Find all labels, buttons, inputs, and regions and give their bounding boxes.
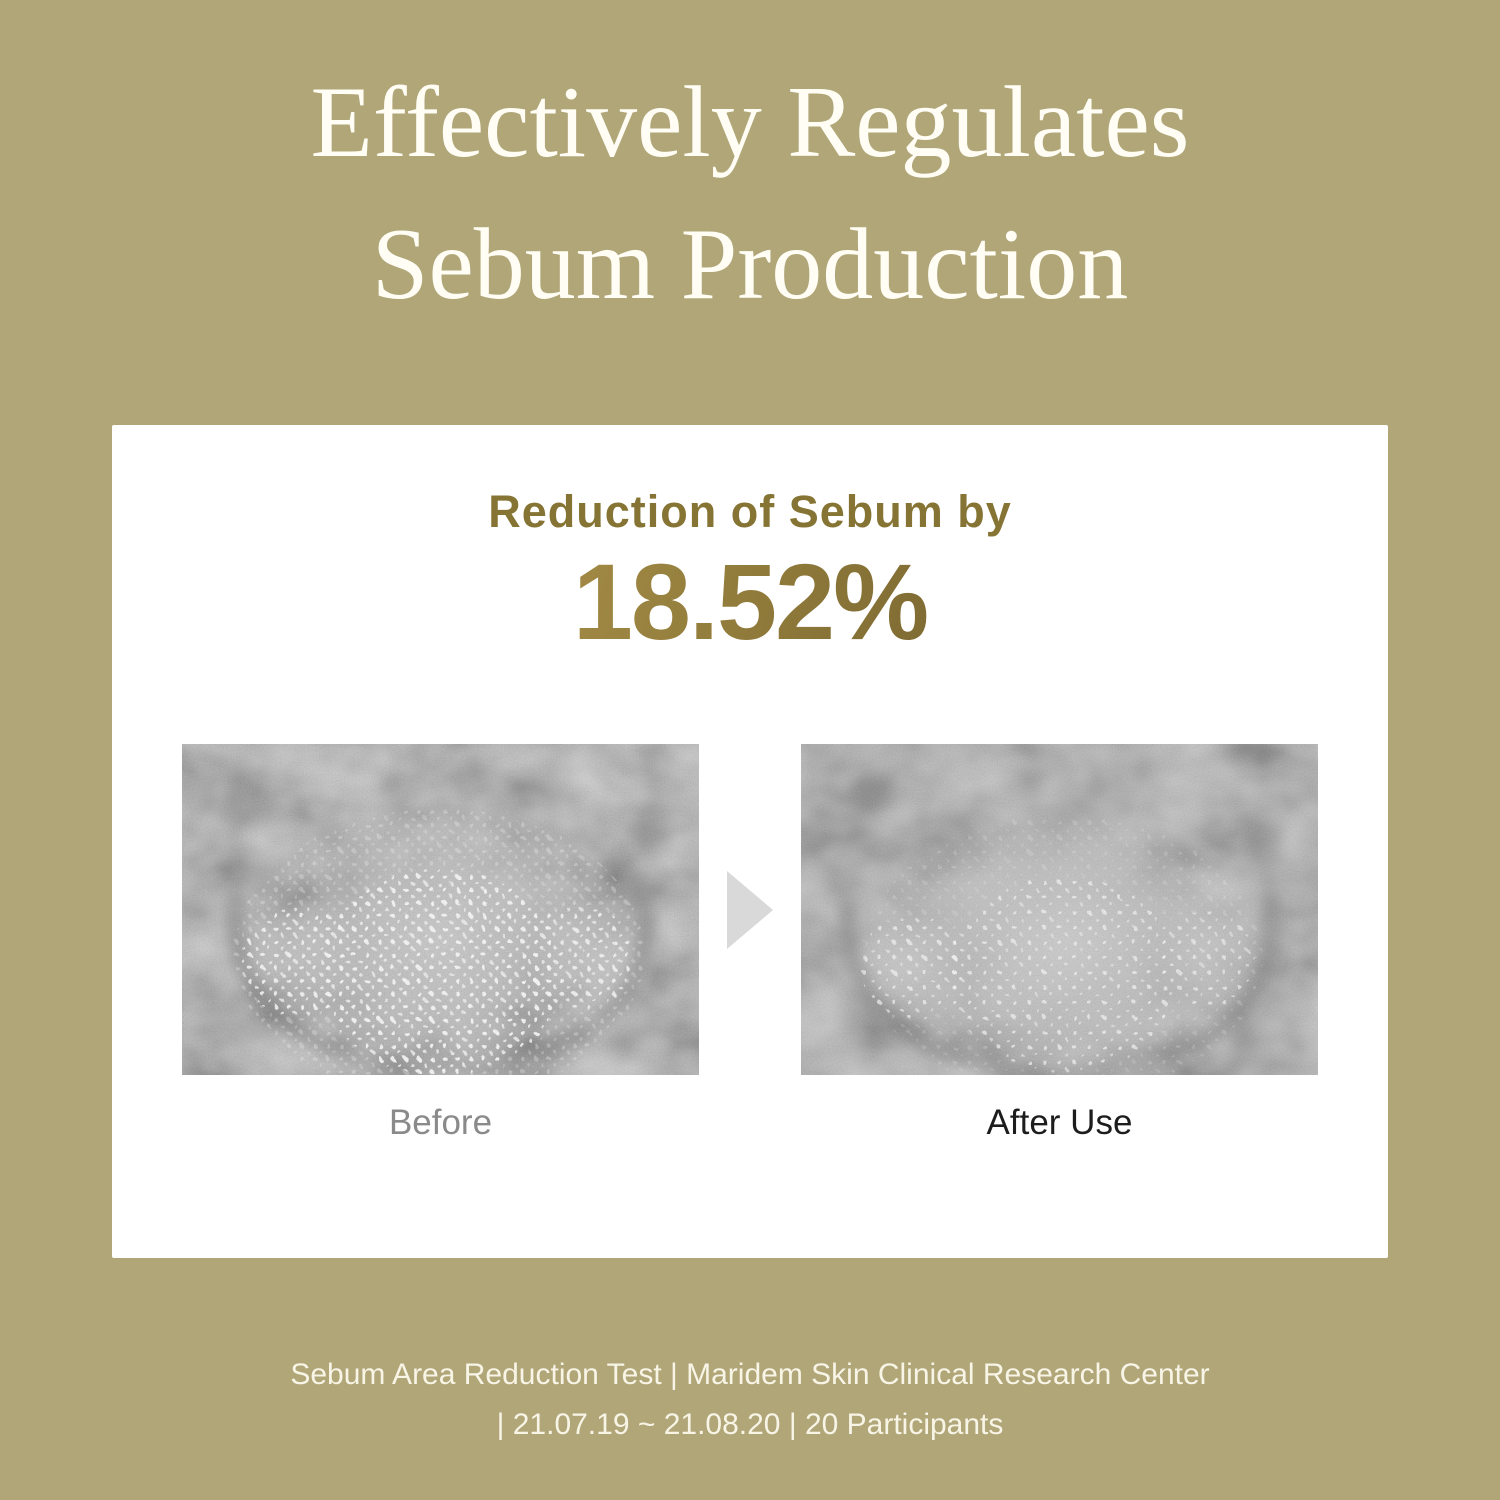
result-card: Reduction of Sebum by 18.52% — [112, 425, 1388, 1258]
before-figure: Before — [182, 744, 699, 1140]
test-details-line1: Sebum Area Reduction Test | Maridem Skin… — [290, 1358, 1210, 1391]
before-image — [182, 744, 699, 1075]
after-label: After Use — [986, 1103, 1133, 1142]
before-label: Before — [388, 1103, 493, 1142]
before-after-row: Before — [112, 744, 1388, 1140]
test-details: Sebum Area Reduction Test | Maridem Skin… — [0, 1350, 1500, 1450]
page-title-line1: Effectively Regulates — [310, 66, 1190, 179]
arrow-right-icon — [727, 871, 773, 949]
after-figure: After Use — [801, 744, 1318, 1140]
page-title-line2: Sebum Production — [371, 208, 1129, 321]
page-title: Effectively Regulates Sebum Production — [0, 0, 1500, 336]
after-image — [801, 744, 1318, 1075]
test-details-line2: | 21.07.19 ~ 21.08.20 | 20 Participants — [496, 1408, 1004, 1441]
result-percentage: 18.52% — [112, 548, 1388, 656]
result-heading: Reduction of Sebum by — [488, 486, 1012, 537]
